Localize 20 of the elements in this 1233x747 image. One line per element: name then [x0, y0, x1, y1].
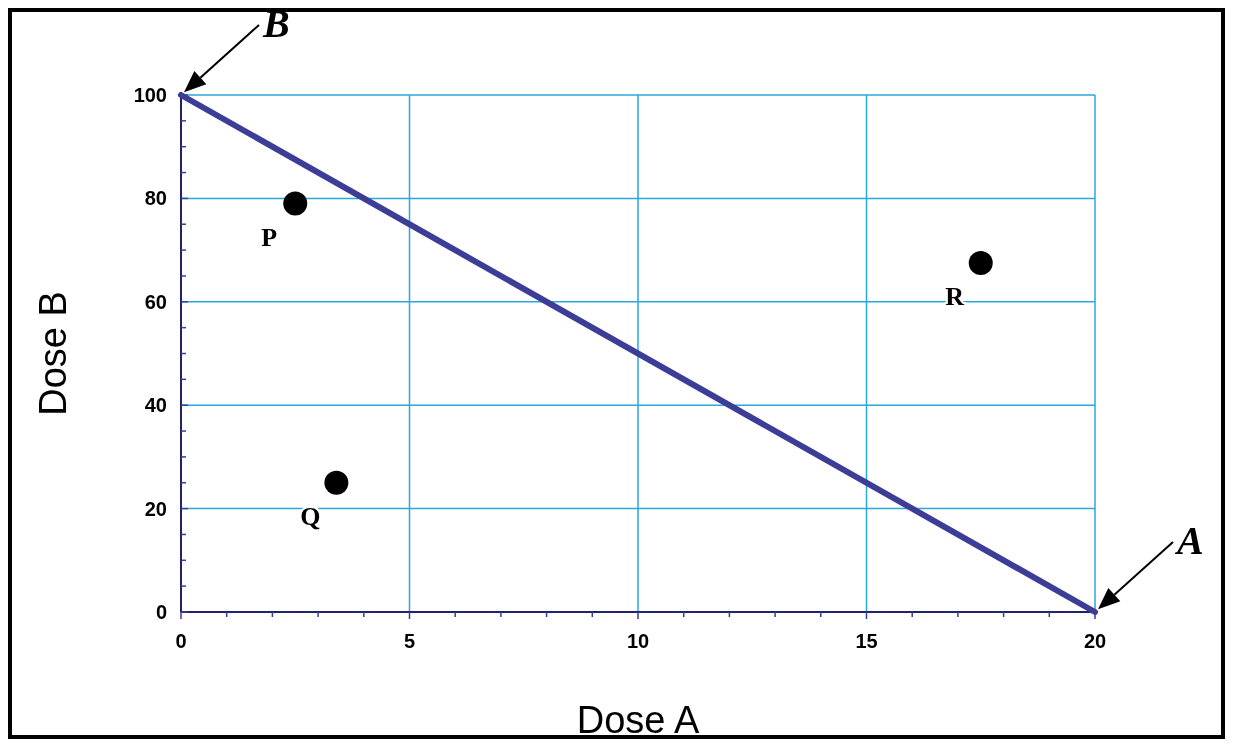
x-tick-label: 20 — [1083, 630, 1107, 652]
y-tick-label: 80 — [144, 187, 167, 210]
annotation: Q — [300, 501, 321, 531]
annotation: P — [261, 222, 278, 252]
y-tick-label: 60 — [144, 290, 167, 313]
y-tick-label: 100 — [133, 84, 167, 106]
y-tick-label: 40 — [144, 394, 167, 417]
annotation: B — [262, 1, 290, 46]
y-tick-label: 0 — [155, 601, 167, 623]
y-tick-label: 20 — [144, 497, 167, 520]
annotation: A — [1174, 518, 1204, 563]
x-tick-label: 10 — [626, 630, 650, 652]
x-tick-label: 15 — [855, 630, 878, 652]
x-tick-label: 5 — [403, 630, 416, 652]
point — [968, 251, 993, 276]
x-axis-title: Dose A — [576, 699, 700, 741]
y-axis-title: Dose B — [32, 291, 74, 416]
x-tick-label: 0 — [175, 630, 187, 652]
point — [324, 470, 349, 495]
point — [283, 191, 308, 216]
